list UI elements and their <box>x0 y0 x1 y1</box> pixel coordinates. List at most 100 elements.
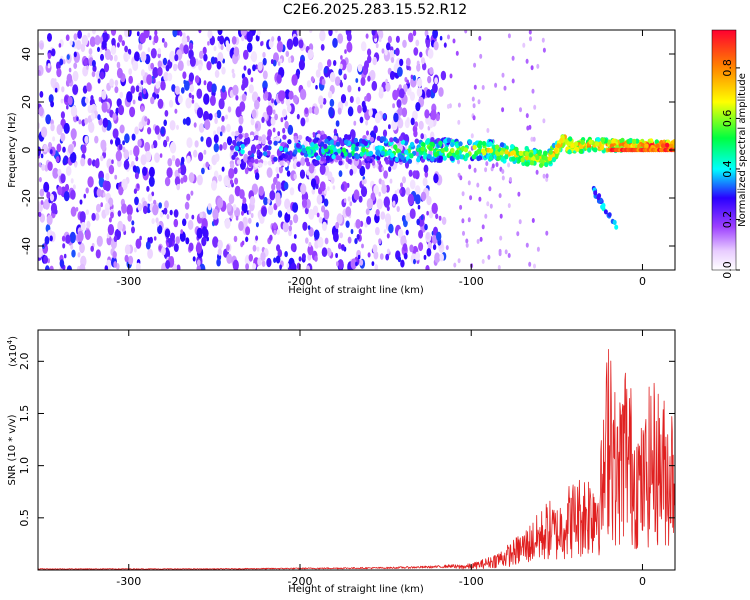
heatmap-cell <box>145 240 151 250</box>
heatmap-cell <box>238 115 244 125</box>
heatmap-cell <box>184 201 190 210</box>
heatmap-cell <box>507 162 511 168</box>
heatmap-cell <box>478 140 483 146</box>
heatmap-cell <box>431 202 438 215</box>
heatmap-cell <box>306 161 311 167</box>
heatmap-cell <box>219 131 223 137</box>
heatmap-cell <box>287 124 294 135</box>
heatmap-cell <box>163 71 169 82</box>
heatmap-cell <box>349 168 354 176</box>
heatmap-cell <box>364 60 369 70</box>
heatmap-cell <box>243 138 249 144</box>
heatmap-cell <box>575 146 580 152</box>
heatmap-cell <box>402 39 407 49</box>
heatmap-cell <box>442 155 447 161</box>
heatmap-cell <box>422 154 428 160</box>
heatmap-cell <box>420 146 425 152</box>
heatmap-cell <box>392 200 396 206</box>
heatmap-cell <box>386 42 391 51</box>
heatmap-cell <box>355 78 359 83</box>
heatmap-cell <box>188 42 194 51</box>
heatmap-cell <box>234 145 239 151</box>
heatmap-cell <box>67 96 73 106</box>
heatmap-cell <box>156 94 160 99</box>
heatmap-cell <box>186 155 191 164</box>
heatmap-cell <box>405 229 409 236</box>
heatmap-cell <box>161 246 166 256</box>
heatmap-cell <box>72 70 79 82</box>
heatmap-cell <box>214 117 218 125</box>
heatmap-cell <box>291 74 298 86</box>
heatmap-cell <box>323 198 329 207</box>
heatmap-cell <box>307 253 312 261</box>
heatmap-cell <box>301 253 306 261</box>
heatmap-cell <box>69 231 77 244</box>
heatmap-cell <box>241 240 245 246</box>
heatmap-cell <box>284 120 289 129</box>
heatmap-cell <box>307 244 314 256</box>
heatmap-cell <box>293 214 299 224</box>
heatmap-cell <box>151 144 154 149</box>
heatmap-cell <box>362 104 367 113</box>
heatmap-cell <box>272 59 277 67</box>
heatmap-cell <box>62 146 66 153</box>
heatmap-cell <box>439 35 443 41</box>
heatmap-cell <box>275 136 281 142</box>
snr-y-axis-label: SNR (10 * v/v) <box>7 414 18 485</box>
spectrogram-x-axis-label: Height of straight line (km) <box>288 285 424 296</box>
heatmap-cell <box>409 244 414 253</box>
heatmap-cell <box>537 150 542 157</box>
heatmap-cell <box>316 212 320 218</box>
heatmap-cell <box>132 165 137 173</box>
heatmap-cell <box>359 151 364 157</box>
heatmap-cell <box>533 263 536 269</box>
heatmap-cell <box>54 209 58 215</box>
heatmap-cell <box>324 138 329 144</box>
heatmap-cell <box>254 135 259 141</box>
heatmap-cell <box>517 191 521 197</box>
heatmap-cell <box>49 149 53 155</box>
heatmap-cell <box>481 140 487 147</box>
heatmap-cell <box>338 160 343 166</box>
heatmap-cell <box>139 235 142 241</box>
heatmap-cell <box>50 123 55 132</box>
heatmap-cell <box>499 150 504 156</box>
heatmap-cell <box>482 150 487 156</box>
heatmap-cell <box>216 258 221 267</box>
heatmap-cell <box>180 156 185 164</box>
heatmap-cell <box>366 198 374 210</box>
heatmap-cell <box>38 69 41 76</box>
heatmap-cell <box>580 139 585 145</box>
heatmap-cell <box>248 209 252 215</box>
heatmap-cell <box>246 42 253 53</box>
heatmap-cell <box>542 47 546 53</box>
heatmap-cell <box>529 36 532 42</box>
heatmap-cell <box>507 253 511 258</box>
heatmap-cell <box>148 35 152 41</box>
heatmap-cell <box>188 242 194 252</box>
heatmap-cell <box>405 187 411 196</box>
heatmap-cell <box>191 94 195 100</box>
heatmap-cell <box>331 154 336 160</box>
heatmap-cell <box>262 151 268 157</box>
heatmap-cell <box>520 157 525 163</box>
heatmap-cell <box>400 155 405 161</box>
snr-x-tick-label: -100 <box>459 575 484 588</box>
heatmap-cell <box>628 138 633 144</box>
heatmap-cell <box>428 145 433 151</box>
heatmap-cell <box>189 84 195 93</box>
heatmap-cell <box>164 176 171 187</box>
heatmap-cell <box>507 33 511 39</box>
heatmap-cell <box>421 57 425 65</box>
heatmap-cell <box>341 147 347 153</box>
heatmap-cell <box>39 188 45 197</box>
heatmap-cell <box>328 30 333 37</box>
heatmap-cell <box>664 142 670 148</box>
heatmap-cell <box>473 167 477 173</box>
heatmap-cell <box>542 118 546 124</box>
heatmap-cell <box>567 136 573 142</box>
heatmap-cell <box>496 155 501 161</box>
heatmap-cell <box>397 117 404 129</box>
heatmap-cell <box>38 203 43 213</box>
heatmap-cell <box>60 98 64 104</box>
